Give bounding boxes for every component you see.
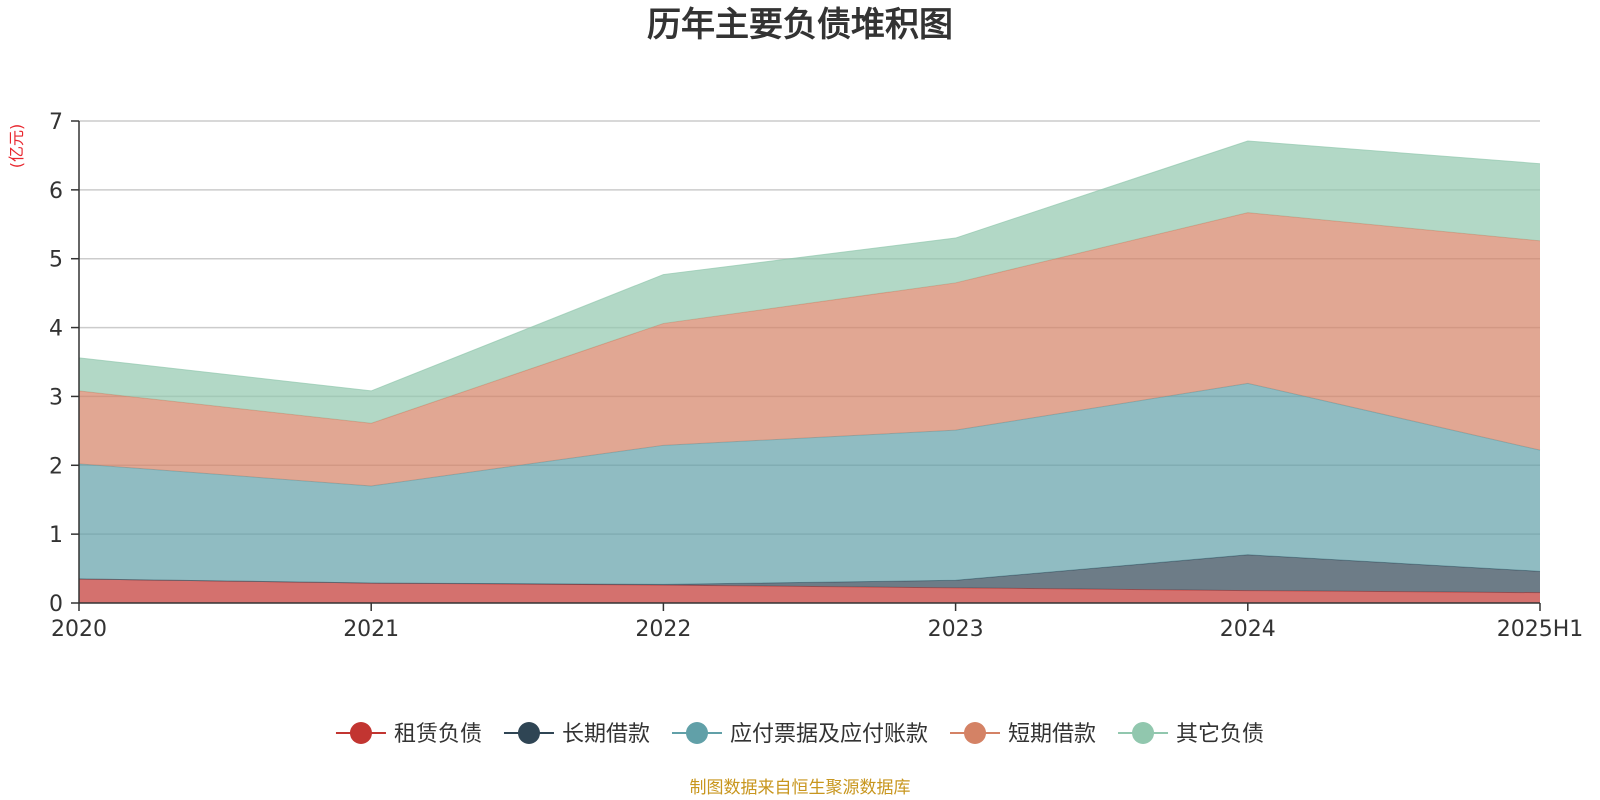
axes: 0 1 2 3 4 5 6 7 2020 2021 2022 2023 2024 2025H1: [49, 110, 1583, 642]
legend-label: 应付票据及应付账款: [730, 722, 928, 747]
area-series-2[interactable]: [79, 554, 1540, 593]
legend-item-4[interactable]: 短期借款: [950, 722, 1096, 747]
area-series-1[interactable]: [79, 578, 1540, 603]
legend-circle-icon: [517, 722, 540, 744]
legend-circle-icon: [1132, 722, 1155, 744]
legend-item-1[interactable]: 租赁负债: [335, 722, 482, 747]
x-tick-label: 2023: [928, 617, 984, 642]
y-axis-unit-label: (亿元): [7, 124, 26, 169]
legend-label: 长期借款: [562, 722, 650, 747]
area-series-4[interactable]: [79, 212, 1540, 486]
legend-circle-icon: [349, 722, 372, 744]
legend-circle-icon: [685, 722, 708, 744]
legend-label: 短期借款: [1008, 722, 1096, 747]
y-tick-label: 4: [49, 317, 63, 342]
chart-title: 历年主要负债堆积图: [647, 5, 953, 45]
legend[interactable]: 租赁负债 长期借款 应付票据及应付账款 短期借款 其它负债: [335, 722, 1264, 747]
area-series-5[interactable]: [79, 140, 1540, 424]
legend-item-3[interactable]: 应付票据及应付账款: [671, 722, 928, 747]
x-tick-label: 2022: [635, 617, 691, 642]
y-tick-label: 3: [49, 385, 63, 410]
source-note: 制图数据来自恒生聚源数据库: [690, 778, 911, 798]
legend-circle-icon: [964, 722, 987, 744]
legend-item-2[interactable]: 长期借款: [503, 722, 650, 747]
area-series-3[interactable]: [79, 383, 1540, 585]
y-tick-label: 7: [49, 110, 63, 135]
legend-label: 租赁负债: [394, 722, 482, 747]
y-tick-label: 1: [49, 523, 63, 548]
legend-label: 其它负债: [1176, 722, 1264, 747]
x-tick-label: 2025H1: [1497, 617, 1584, 642]
x-tick-label: 2024: [1220, 617, 1276, 642]
legend-item-5[interactable]: 其它负债: [1118, 722, 1264, 747]
area-series-group: [78, 140, 1541, 603]
y-tick-label: 5: [49, 248, 63, 273]
y-tick-label: 0: [49, 592, 63, 617]
area-series-edge-3: [78, 382, 1541, 487]
x-tick-label: 2020: [51, 617, 107, 642]
area-series-edge-5: [78, 140, 1541, 392]
y-tick-label: 6: [49, 179, 63, 204]
y-tick-label: 2: [49, 454, 63, 479]
x-tick-label: 2021: [343, 617, 399, 642]
